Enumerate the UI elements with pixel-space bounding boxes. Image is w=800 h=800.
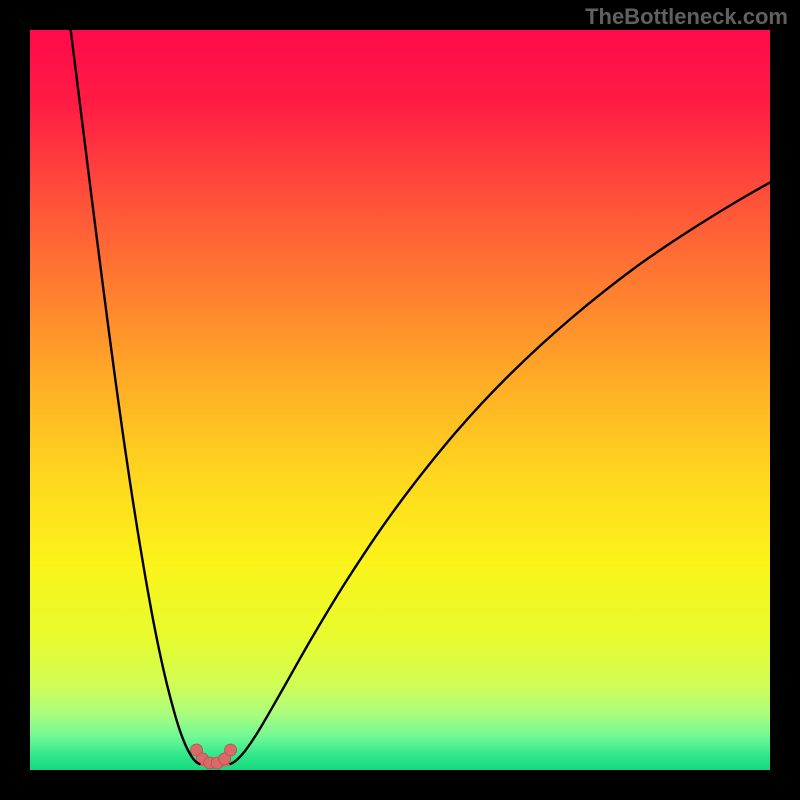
- bottleneck-chart: [30, 30, 770, 770]
- plot-area: [30, 30, 770, 770]
- gradient-background: [30, 30, 770, 770]
- trough-marker: [225, 744, 237, 756]
- watermark-text: TheBottleneck.com: [585, 4, 788, 30]
